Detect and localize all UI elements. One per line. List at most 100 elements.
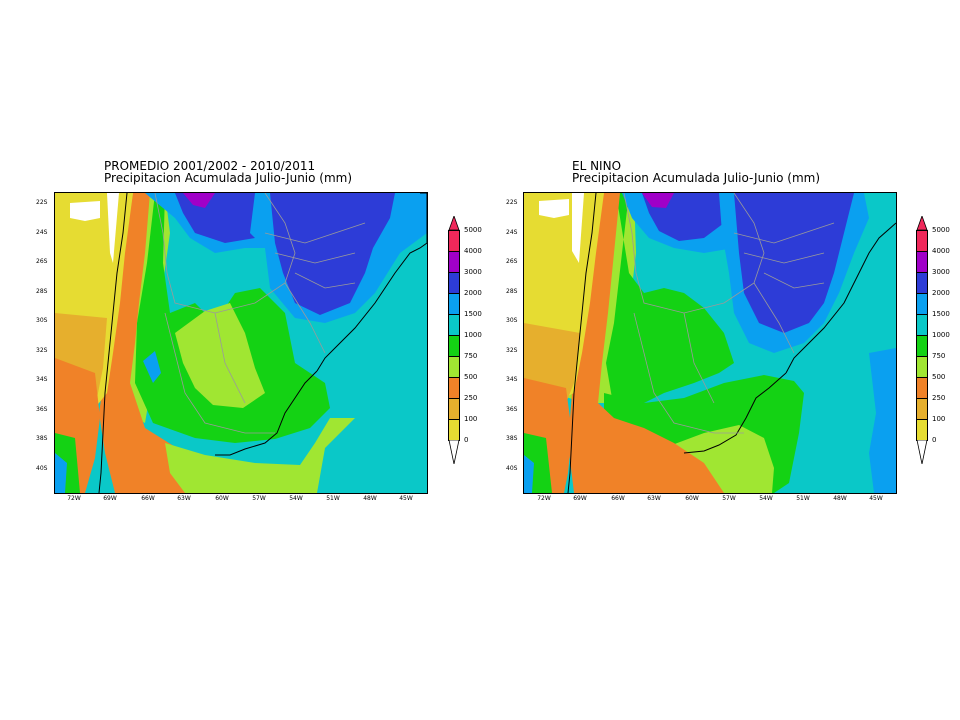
colorbar-label: 250 [464,394,478,402]
colorbar-swatch [916,230,928,252]
lightgreen-south [165,418,355,493]
precipitation-contour-map [524,193,896,493]
colorbar-swatch [916,356,928,378]
colorbar-swatch [916,419,928,441]
southern-coastline [215,370,318,456]
colorbar-label: 2000 [464,289,482,297]
colorbar-swatch [916,398,928,420]
colorbar-label: 5000 [464,226,482,234]
title-line-2: Precipitacion Acumulada Julio-Junio (mm) [104,171,353,185]
colorbar-swatch [448,356,460,378]
lon-tick: 63W [647,495,661,502]
lat-tick: 40S [36,465,48,472]
lon-tick: 48W [833,495,847,502]
title-line-1: EL NINO [572,159,622,173]
lat-tick: 36S [506,406,518,413]
colorbar-label: 750 [464,352,478,360]
lat-tick: 26S [36,258,48,265]
lon-tick: 66W [611,495,625,502]
white-patch-2 [107,193,119,263]
panel-title: EL NINO Precipitacion Acumulada Julio-Ju… [572,160,820,184]
lightblue-sw [524,455,534,493]
colorbar-label: 3000 [932,268,950,276]
lat-tick: 26S [506,258,518,265]
blue-ne [734,193,854,333]
colorbar-swatch [448,398,460,420]
lon-tick: 48W [363,495,377,502]
lat-tick: 40S [506,465,518,472]
colorbar-bottom-arrow [916,440,928,464]
colorbar-label: 5000 [932,226,950,234]
lat-tick: 32S [506,347,518,354]
colorbar-top-arrow [916,216,928,230]
lat-tick: 30S [506,317,518,324]
colorbar-label: 100 [932,415,946,423]
green-region [606,193,734,408]
colorbar-swatch [448,419,460,441]
colorbar-swatch [916,251,928,273]
lat-tick: 28S [506,288,518,295]
colorbar-label: 1500 [932,310,950,318]
colorbar-swatch [448,251,460,273]
colorbar-label: 2000 [932,289,950,297]
province-borders-central [633,282,795,434]
lon-tick: 72W [537,495,551,502]
lon-tick: 51W [796,495,810,502]
precipitation-contour-map [55,193,427,493]
province-borders-brazil [733,222,835,289]
colorbar-swatch [448,335,460,357]
colorbar-swatch [448,377,460,399]
province-borders-brazil [264,222,366,289]
lat-tick: 28S [36,288,48,295]
precipitation-map [54,192,428,494]
colorbar-label: 1000 [932,331,950,339]
colorbar-swatch [448,272,460,294]
atlantic-coastline [785,222,896,374]
province-borders-central [164,282,326,434]
lat-tick: 34S [506,376,518,383]
colorbar-swatch [916,293,928,315]
lightblue-east [869,348,896,493]
title-line-2: Precipitacion Acumulada Julio-Junio (mm) [572,171,821,185]
atlantic-coastline [316,193,427,372]
lightblue-sw [55,453,67,493]
colorbar-swatch [916,272,928,294]
purple-north [183,193,215,208]
province-borders-north [154,193,296,314]
lon-tick: 66W [141,495,155,502]
lat-tick: 30S [36,317,48,324]
lat-tick: 24S [36,229,48,236]
colorbar-swatch [916,335,928,357]
lon-tick: 60W [685,495,699,502]
lon-tick: 54W [289,495,303,502]
map-panel-el-nino: EL NINO Precipitacion Acumulada Julio-Ju… [506,160,950,510]
lon-tick: 57W [252,495,266,502]
colorbar-label: 750 [932,352,946,360]
white-patch-1 [539,199,569,218]
lon-tick: 54W [759,495,773,502]
precipitation-map [523,192,897,494]
lon-tick: 51W [326,495,340,502]
colorbar-swatch [916,314,928,336]
lon-tick: 57W [722,495,736,502]
colorbar-swatch [448,230,460,252]
colorbar-label: 1500 [464,310,482,318]
panel-title: PROMEDIO 2001/2002 - 2010/2011 Precipita… [104,160,352,184]
colorbar-label: 1000 [464,331,482,339]
colorbar-label: 500 [932,373,946,381]
white-patch-1 [70,201,100,221]
lat-tick: 38S [36,435,48,442]
colorbar-bottom-arrow [448,440,460,464]
lat-tick: 24S [506,229,518,236]
colorbar-label: 500 [464,373,478,381]
lat-tick: 32S [36,347,48,354]
lon-tick: 72W [67,495,81,502]
colorbar-top-arrow [448,216,460,230]
province-borders-north [623,193,765,314]
lat-tick: 36S [36,406,48,413]
lon-tick: 45W [869,495,883,502]
colorbar-swatch [448,314,460,336]
lon-tick: 69W [103,495,117,502]
colorbar-label: 3000 [464,268,482,276]
lat-tick: 22S [506,199,518,206]
